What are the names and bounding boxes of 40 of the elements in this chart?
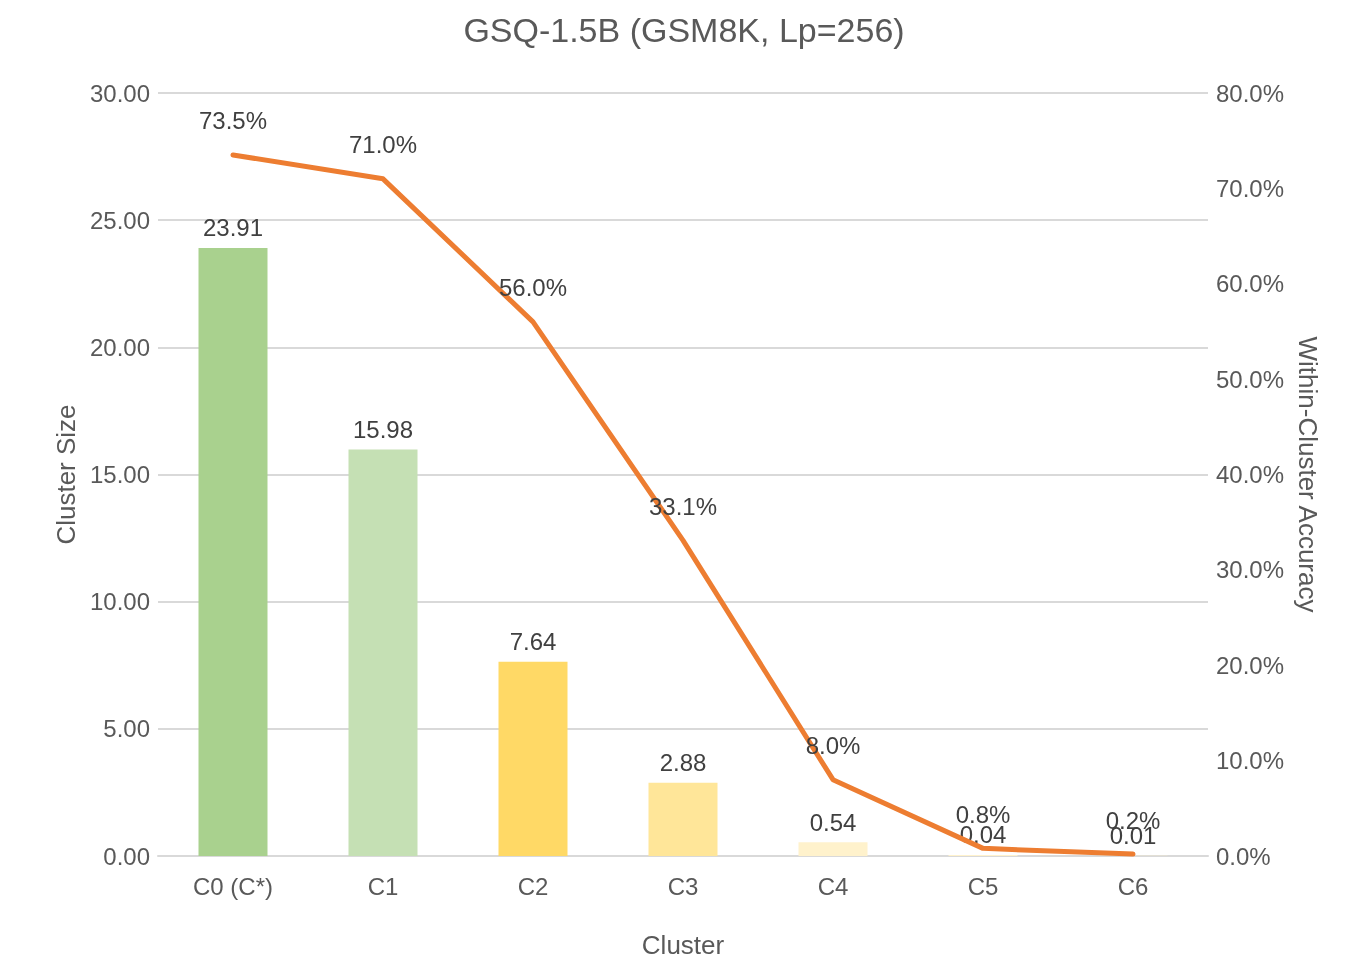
data-label: 23.91: [202, 214, 264, 242]
x-tick-label: C6: [1117, 872, 1149, 900]
y2-tick-label: 40.0%: [1216, 461, 1285, 488]
y-tick-label: 0.00: [103, 842, 150, 870]
x-tick-label: C4: [817, 872, 849, 900]
y2-tick-label: 0.0%: [1216, 842, 1271, 870]
y2-tick-label: 80.0%: [1216, 79, 1285, 107]
bar: [498, 661, 568, 856]
bar: [348, 449, 418, 856]
x-axis-title: Cluster: [641, 930, 725, 960]
y-tick-label: 10.00: [89, 588, 150, 616]
y-tick-label: 25.00: [89, 206, 150, 234]
y-axis-title: Cluster Size: [51, 404, 82, 545]
bar: [798, 842, 868, 856]
data-label: 0.54: [809, 808, 857, 836]
y2-tick-label: 20.0%: [1216, 651, 1285, 679]
x-tick-label: C0 (C*): [192, 872, 274, 900]
bar: [648, 782, 718, 856]
bar: [198, 247, 268, 856]
x-tick-label: C2: [517, 872, 549, 900]
chart-title: GSQ-1.5B (GSM8K, Lp=256): [463, 11, 905, 49]
data-label: 2.88: [659, 749, 707, 777]
data-label: 15.98: [352, 416, 414, 444]
y-tick-label: 15.00: [89, 461, 150, 488]
y2-tick-label: 30.0%: [1216, 556, 1285, 584]
x-tick-label: C3: [667, 872, 699, 900]
data-label: 71.0%: [348, 131, 418, 159]
y2-tick-label: 60.0%: [1216, 270, 1285, 298]
y2-tick-label: 10.0%: [1216, 747, 1285, 775]
y-tick-label: 20.00: [89, 333, 150, 361]
x-tick-label: C5: [967, 872, 999, 900]
y-tick-label: 5.00: [103, 715, 150, 743]
data-label: 7.64: [509, 628, 557, 656]
y2-tick-label: 70.0%: [1216, 174, 1285, 202]
data-label: 73.5%: [198, 107, 268, 135]
data-label: 56.0%: [498, 274, 568, 302]
x-tick-label: C1: [367, 872, 399, 900]
y2-tick-label: 50.0%: [1216, 365, 1285, 393]
y-tick-label: 30.00: [89, 79, 150, 107]
y2-axis-title: Within-Cluster Accuracy: [1292, 336, 1323, 613]
